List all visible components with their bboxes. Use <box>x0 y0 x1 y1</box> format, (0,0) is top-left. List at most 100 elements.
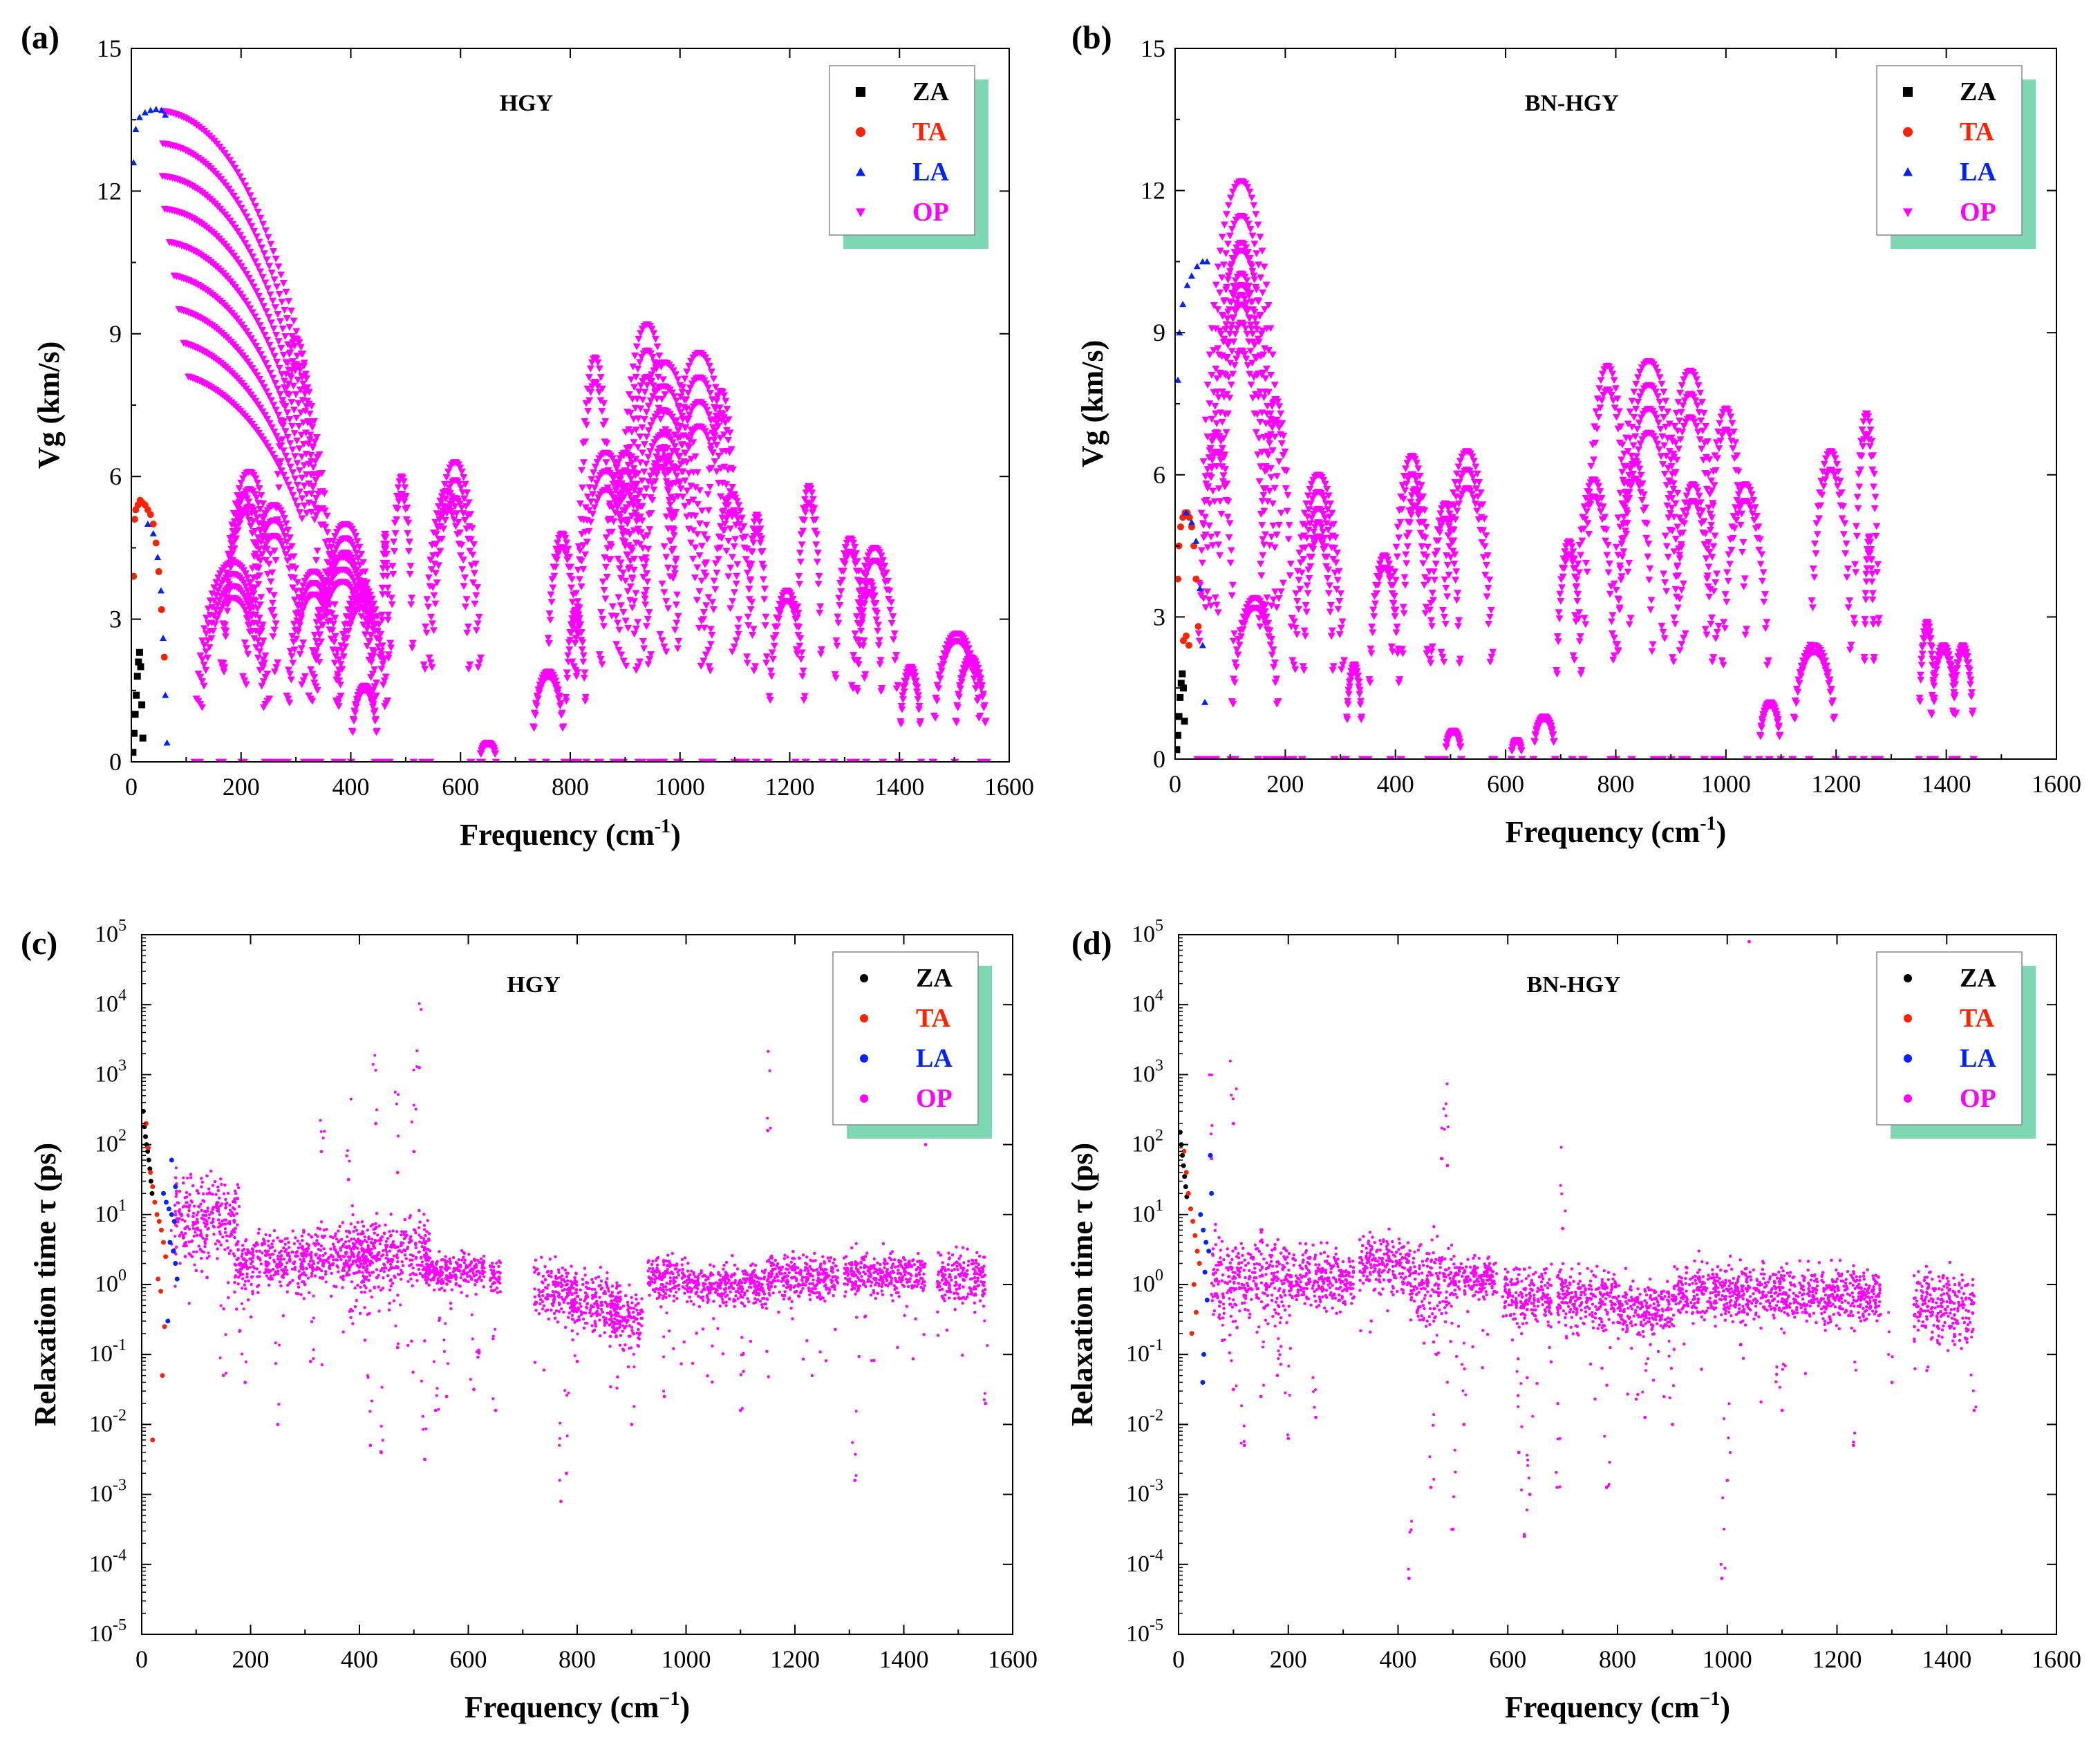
op-marker <box>296 651 304 658</box>
op-marker <box>276 318 284 326</box>
op-marker <box>1624 496 1632 504</box>
op-marker <box>408 644 416 652</box>
op-marker <box>279 447 288 455</box>
op-marker <box>1328 510 1336 517</box>
op-marker <box>1678 641 1686 648</box>
op-marker <box>1618 500 1626 507</box>
op-marker <box>1304 492 1312 500</box>
op-marker <box>1291 624 1300 632</box>
op-marker <box>266 550 274 558</box>
op-marker <box>818 758 826 762</box>
op-marker <box>891 657 899 664</box>
op-marker <box>1239 321 1248 329</box>
op-marker <box>585 527 593 535</box>
op-marker <box>243 244 252 252</box>
op-marker <box>1279 451 1287 459</box>
op-marker <box>653 453 661 460</box>
op-marker <box>1443 561 1452 569</box>
op-marker <box>1262 485 1270 492</box>
op-marker <box>715 480 723 487</box>
op-marker <box>1416 530 1425 537</box>
op-marker <box>624 624 632 632</box>
op-marker <box>682 396 691 404</box>
op-marker <box>1302 601 1310 609</box>
op-marker <box>469 551 477 559</box>
op-marker <box>1605 560 1613 568</box>
op-marker <box>750 667 758 675</box>
op-marker <box>318 590 326 597</box>
op-marker <box>272 255 280 263</box>
op-marker <box>711 586 720 593</box>
op-marker <box>1651 364 1660 372</box>
op-marker <box>387 595 395 602</box>
op-marker <box>308 424 317 431</box>
op-marker <box>713 468 721 476</box>
op-marker <box>1446 554 1454 561</box>
op-marker <box>1661 579 1669 586</box>
op-marker <box>640 468 648 476</box>
op-marker <box>238 178 247 185</box>
op-marker <box>1385 560 1394 568</box>
op-marker <box>256 666 264 674</box>
op-marker <box>675 404 683 412</box>
op-marker <box>1248 194 1256 202</box>
op-marker <box>837 588 845 595</box>
op-marker <box>440 525 448 533</box>
op-marker <box>1290 618 1298 626</box>
op-marker <box>585 397 594 404</box>
op-marker <box>1618 469 1626 476</box>
op-marker <box>258 380 266 387</box>
op-marker <box>1454 485 1462 493</box>
op-marker <box>260 384 268 391</box>
op-marker <box>973 698 982 705</box>
op-marker <box>1248 330 1257 338</box>
op-marker <box>1256 623 1264 631</box>
data-point <box>158 106 165 113</box>
op-marker <box>1224 353 1232 361</box>
legend-marker <box>856 208 865 217</box>
op-marker <box>1627 452 1635 460</box>
op-marker <box>693 501 702 508</box>
op-marker <box>1671 422 1678 430</box>
op-marker <box>638 503 646 510</box>
op-marker <box>1713 570 1721 578</box>
op-marker <box>210 597 218 605</box>
op-marker <box>1203 433 1212 441</box>
op-marker <box>1577 552 1585 559</box>
op-marker <box>687 483 695 490</box>
op-marker <box>290 317 298 325</box>
op-marker <box>491 751 499 758</box>
op-marker <box>679 384 687 391</box>
op-marker <box>698 507 706 515</box>
op-marker <box>691 544 700 552</box>
op-marker <box>628 429 636 436</box>
op-marker <box>400 498 409 505</box>
op-marker <box>632 666 640 674</box>
op-marker <box>668 526 676 534</box>
op-marker <box>312 683 320 691</box>
op-marker <box>773 623 781 631</box>
op-marker <box>598 661 606 669</box>
op-marker <box>671 626 679 634</box>
op-marker <box>461 517 469 524</box>
op-marker <box>656 631 664 638</box>
op-marker <box>457 484 465 492</box>
op-marker <box>761 622 769 630</box>
op-marker <box>1256 234 1264 241</box>
op-marker <box>309 464 317 471</box>
op-marker <box>1676 514 1684 522</box>
op-marker <box>641 389 649 396</box>
op-marker <box>1626 465 1635 473</box>
op-marker <box>1707 477 1716 485</box>
op-marker <box>735 521 744 528</box>
op-marker <box>621 467 629 475</box>
op-marker <box>461 604 469 610</box>
op-marker <box>477 654 485 662</box>
data-point <box>131 729 138 737</box>
op-marker <box>732 512 740 519</box>
op-marker <box>634 365 642 373</box>
op-marker <box>380 678 388 684</box>
op-marker <box>705 663 713 671</box>
op-marker <box>1441 621 1450 628</box>
op-marker <box>608 603 617 610</box>
